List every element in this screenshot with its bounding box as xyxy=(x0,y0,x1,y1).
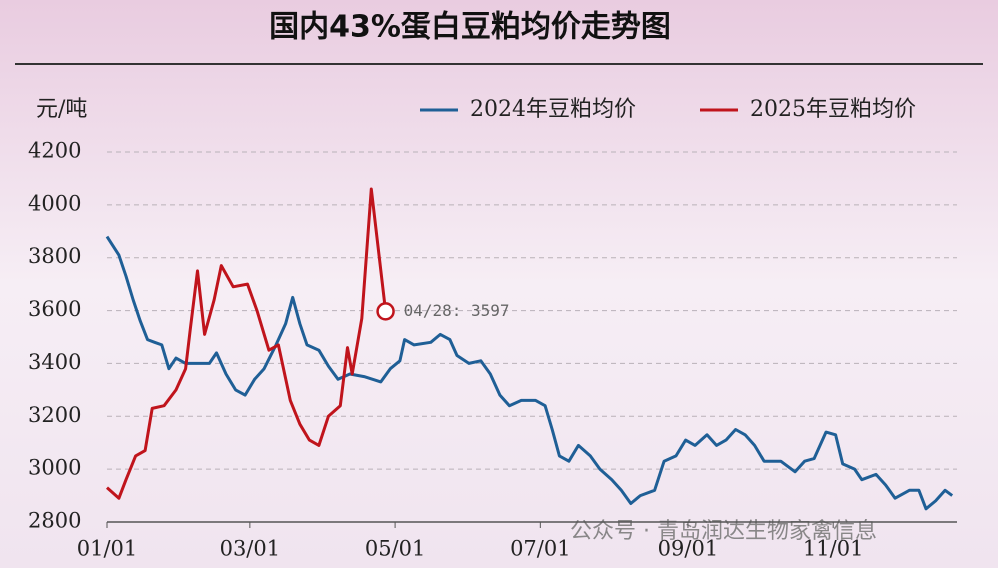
legend-label: 2024年豆粕均价 xyxy=(470,97,636,122)
chart-title: 国内43%蛋白豆粕均价走势图 xyxy=(269,10,671,45)
series-line xyxy=(105,235,954,511)
y-axis-label: 元/吨 xyxy=(36,97,87,122)
annotation-marker xyxy=(376,302,395,321)
series-line xyxy=(106,187,388,500)
y-tick-label: 3400 xyxy=(28,350,81,374)
y-tick-label: 4000 xyxy=(28,191,81,215)
watermark: 公众号 · 青岛润达生物家禽信息 xyxy=(570,519,877,544)
y-tick-label: 3800 xyxy=(28,244,81,268)
x-tick-label: 09/01 xyxy=(658,537,719,561)
x-tick-label: 03/01 xyxy=(220,537,281,561)
annotation: 04/28: 3597 xyxy=(404,301,510,320)
legend-label: 2025年豆粕均价 xyxy=(750,97,916,122)
y-tick-label: 2800 xyxy=(28,509,81,533)
y-tick-label: 3200 xyxy=(28,403,81,427)
x-tick-label: 11/01 xyxy=(803,537,864,561)
x-tick-label: 01/01 xyxy=(77,537,138,561)
y-tick-label: 3600 xyxy=(28,297,81,321)
x-tick-label: 05/01 xyxy=(365,537,426,561)
x-tick-label: 07/01 xyxy=(510,537,571,561)
y-tick-label: 3000 xyxy=(28,456,81,480)
y-tick-label: 4200 xyxy=(28,139,81,163)
